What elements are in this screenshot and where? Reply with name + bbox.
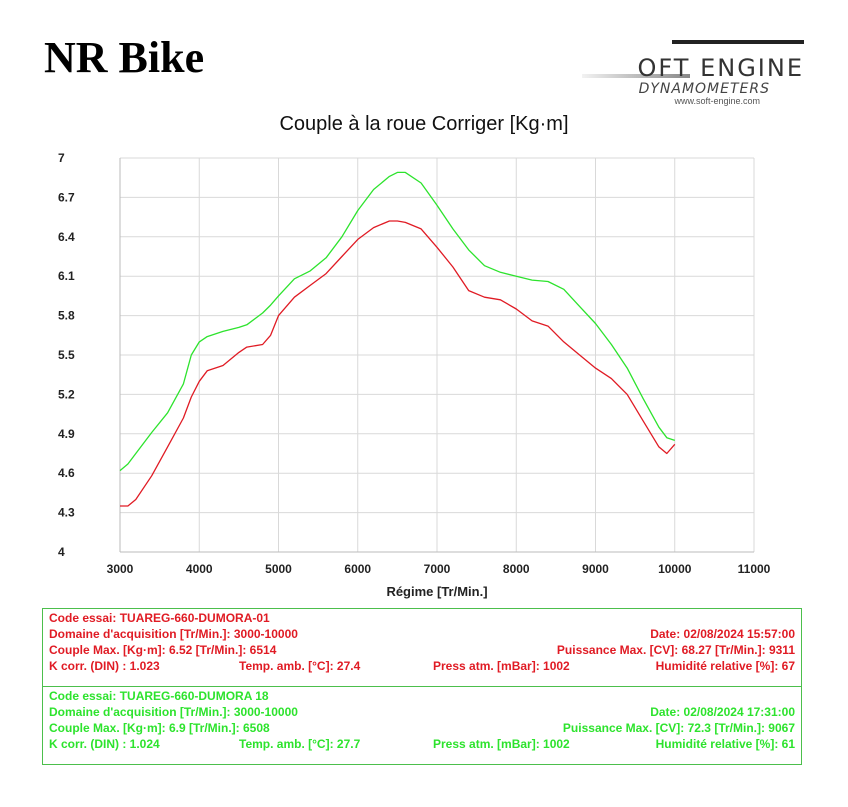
run2-domaine: Domaine d'acquisition [Tr/Min.]: 3000-10… [49, 705, 298, 719]
run1-code: Code essai: TUAREG-660-DUMORA-01 [49, 611, 270, 625]
x-tick-label: 6000 [344, 562, 371, 576]
y-tick-label: 7 [58, 151, 65, 165]
x-tick-label: 8000 [503, 562, 530, 576]
run2-date: Date: 02/08/2024 17:31:00 [650, 705, 795, 719]
run2-humidite: Humidité relative [%]: 61 [655, 737, 795, 751]
y-tick-label: 6.7 [58, 190, 75, 204]
run2-press: Press atm. [mBar]: 1002 [433, 737, 570, 751]
run-info-box-1: Code essai: TUAREG-660-DUMORA-01 Domaine… [42, 608, 802, 687]
logo-name: OFT ENGINE [637, 54, 804, 82]
torque-chart: 3000 4000 5000 6000 7000 8000 9000 10000 11000 4 4… [58, 151, 771, 599]
logo-url: www.soft-engine.com [674, 96, 760, 106]
run2-code: Code essai: TUAREG-660-DUMORA 18 [49, 689, 269, 703]
x-tick-label: 5000 [265, 562, 292, 576]
logo-bar [672, 40, 804, 44]
run2-puissance-max: Puissance Max. [CV]: 72.3 [Tr/Min.]: 906… [562, 721, 795, 735]
y-tick-label: 5.2 [58, 387, 75, 401]
x-axis-label: Régime [Tr/Min.] [386, 584, 487, 599]
y-tick-label: 6.1 [58, 269, 75, 283]
run2-couple-max: Couple Max. [Kg·m]: 6.9 [Tr/Min.]: 6508 [49, 721, 270, 735]
series-line-1 [120, 220, 676, 507]
y-tick-label: 5.5 [58, 348, 75, 362]
y-tick-label: 4 [58, 545, 65, 559]
y-tick-label: 4.9 [58, 427, 75, 441]
x-tick-label: 11000 [738, 562, 771, 576]
run1-press: Press atm. [mBar]: 1002 [433, 659, 570, 673]
run2-temp: Temp. amb. [°C]: 27.7 [239, 737, 361, 751]
run1-date: Date: 02/08/2024 15:57:00 [650, 627, 795, 641]
run1-humidite: Humidité relative [%]: 67 [655, 659, 795, 673]
y-tick-label: 4.3 [58, 506, 75, 520]
soft-engine-logo: OFT ENGINE DYNAMOMETERS www.soft-engine.… [580, 38, 806, 112]
logo-subtitle: DYNAMOMETERS [638, 81, 770, 97]
y-tick-label: 5.8 [58, 309, 75, 323]
x-tick-label: 9000 [582, 562, 609, 576]
y-tick-label: 4.6 [58, 466, 75, 480]
x-tick-label: 4000 [186, 562, 213, 576]
x-tick-label: 7000 [424, 562, 451, 576]
series-line-2 [119, 171, 676, 472]
run1-domaine: Domaine d'acquisition [Tr/Min.]: 3000-10… [49, 627, 298, 641]
run1-puissance-max: Puissance Max. [CV]: 68.27 [Tr/Min.]: 93… [556, 643, 795, 657]
run1-kcorr: K corr. (DIN) : 1.023 [49, 659, 160, 673]
y-tick-label: 6.4 [58, 230, 75, 244]
chart-title: Couple à la roue Corriger [Kg·m] [279, 113, 569, 135]
page-title: NR Bike [44, 33, 205, 82]
x-tick-label: 10000 [658, 562, 692, 576]
run-info-box-2: Code essai: TUAREG-660-DUMORA 18 Domaine… [42, 686, 802, 765]
x-tick-label: 3000 [107, 562, 134, 576]
logo-swoosh [582, 74, 690, 78]
run1-temp: Temp. amb. [°C]: 27.4 [239, 659, 361, 673]
run1-couple-max: Couple Max. [Kg·m]: 6.52 [Tr/Min.]: 6514 [49, 643, 277, 657]
run2-kcorr: K corr. (DIN) : 1.024 [49, 737, 160, 751]
